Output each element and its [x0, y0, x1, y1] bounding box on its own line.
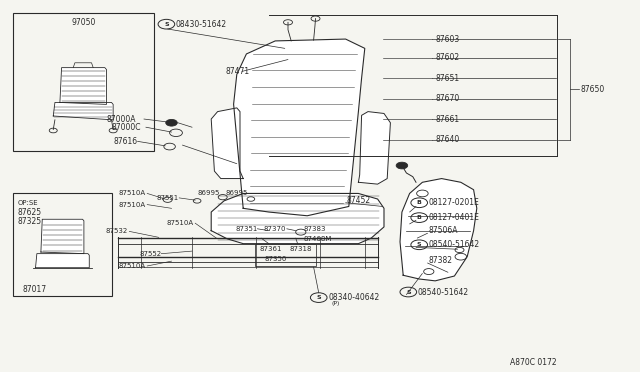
Text: 87510A: 87510A: [166, 220, 193, 226]
Text: 87452: 87452: [347, 196, 371, 205]
Bar: [13, 193, 112, 296]
Text: 87602: 87602: [435, 53, 460, 62]
Text: 97050: 97050: [71, 18, 95, 27]
Text: 08540-51642: 08540-51642: [429, 240, 480, 249]
Text: B: B: [417, 215, 422, 220]
Text: 87000A: 87000A: [107, 115, 136, 124]
Text: 87532: 87532: [106, 228, 128, 234]
Polygon shape: [41, 219, 84, 254]
Text: 87510A: 87510A: [118, 263, 145, 269]
Text: A870C 0172: A870C 0172: [510, 358, 557, 367]
Text: 86995: 86995: [225, 190, 248, 196]
Circle shape: [396, 162, 408, 169]
Text: (P): (P): [332, 301, 340, 307]
Text: 87552: 87552: [140, 251, 162, 257]
Text: 87650: 87650: [580, 85, 605, 94]
Text: 87017: 87017: [22, 285, 47, 294]
Polygon shape: [358, 112, 390, 184]
Polygon shape: [400, 179, 477, 281]
Polygon shape: [211, 108, 243, 179]
Text: B: B: [417, 200, 422, 205]
Text: S: S: [406, 289, 411, 295]
Polygon shape: [36, 254, 90, 268]
Text: 87603: 87603: [435, 35, 460, 44]
Text: 87370: 87370: [264, 226, 286, 232]
Polygon shape: [211, 193, 384, 244]
Polygon shape: [234, 39, 365, 216]
Text: 87325: 87325: [18, 217, 42, 226]
Text: 87661: 87661: [435, 115, 460, 124]
Text: 87651: 87651: [435, 74, 460, 83]
Text: S: S: [164, 22, 169, 27]
Text: 86995: 86995: [197, 190, 220, 196]
Text: 87640: 87640: [435, 135, 460, 144]
Text: 87670: 87670: [435, 94, 460, 103]
Circle shape: [166, 119, 177, 126]
Bar: [13, 13, 154, 151]
Text: 08340-40642: 08340-40642: [328, 293, 380, 302]
Text: S: S: [316, 295, 321, 300]
Text: 87510A: 87510A: [118, 190, 145, 196]
Text: 87350: 87350: [264, 256, 286, 262]
Polygon shape: [60, 68, 106, 105]
Text: 87000C: 87000C: [112, 123, 141, 132]
Text: OP:SE: OP:SE: [18, 200, 38, 206]
Bar: [255, 244, 316, 266]
Text: 87471: 87471: [226, 67, 250, 76]
Text: 87361: 87361: [259, 246, 282, 252]
Text: 87616: 87616: [114, 137, 138, 146]
Text: 87382: 87382: [429, 256, 453, 265]
Text: 87551: 87551: [157, 195, 179, 201]
Text: 87510A: 87510A: [118, 202, 145, 208]
Text: 87468M: 87468M: [304, 236, 332, 242]
Text: 08430-51642: 08430-51642: [176, 20, 227, 29]
Text: 87625: 87625: [18, 208, 42, 217]
Text: 08127-0401E: 08127-0401E: [429, 213, 479, 222]
Text: 08540-51642: 08540-51642: [418, 288, 469, 296]
Text: 08127-0201E: 08127-0201E: [429, 198, 479, 207]
Text: 87383: 87383: [304, 226, 326, 232]
Polygon shape: [53, 102, 113, 120]
Text: 87351: 87351: [236, 226, 258, 232]
Text: S: S: [417, 242, 422, 247]
Text: 87318: 87318: [290, 246, 312, 252]
Text: 87506A: 87506A: [429, 226, 458, 235]
